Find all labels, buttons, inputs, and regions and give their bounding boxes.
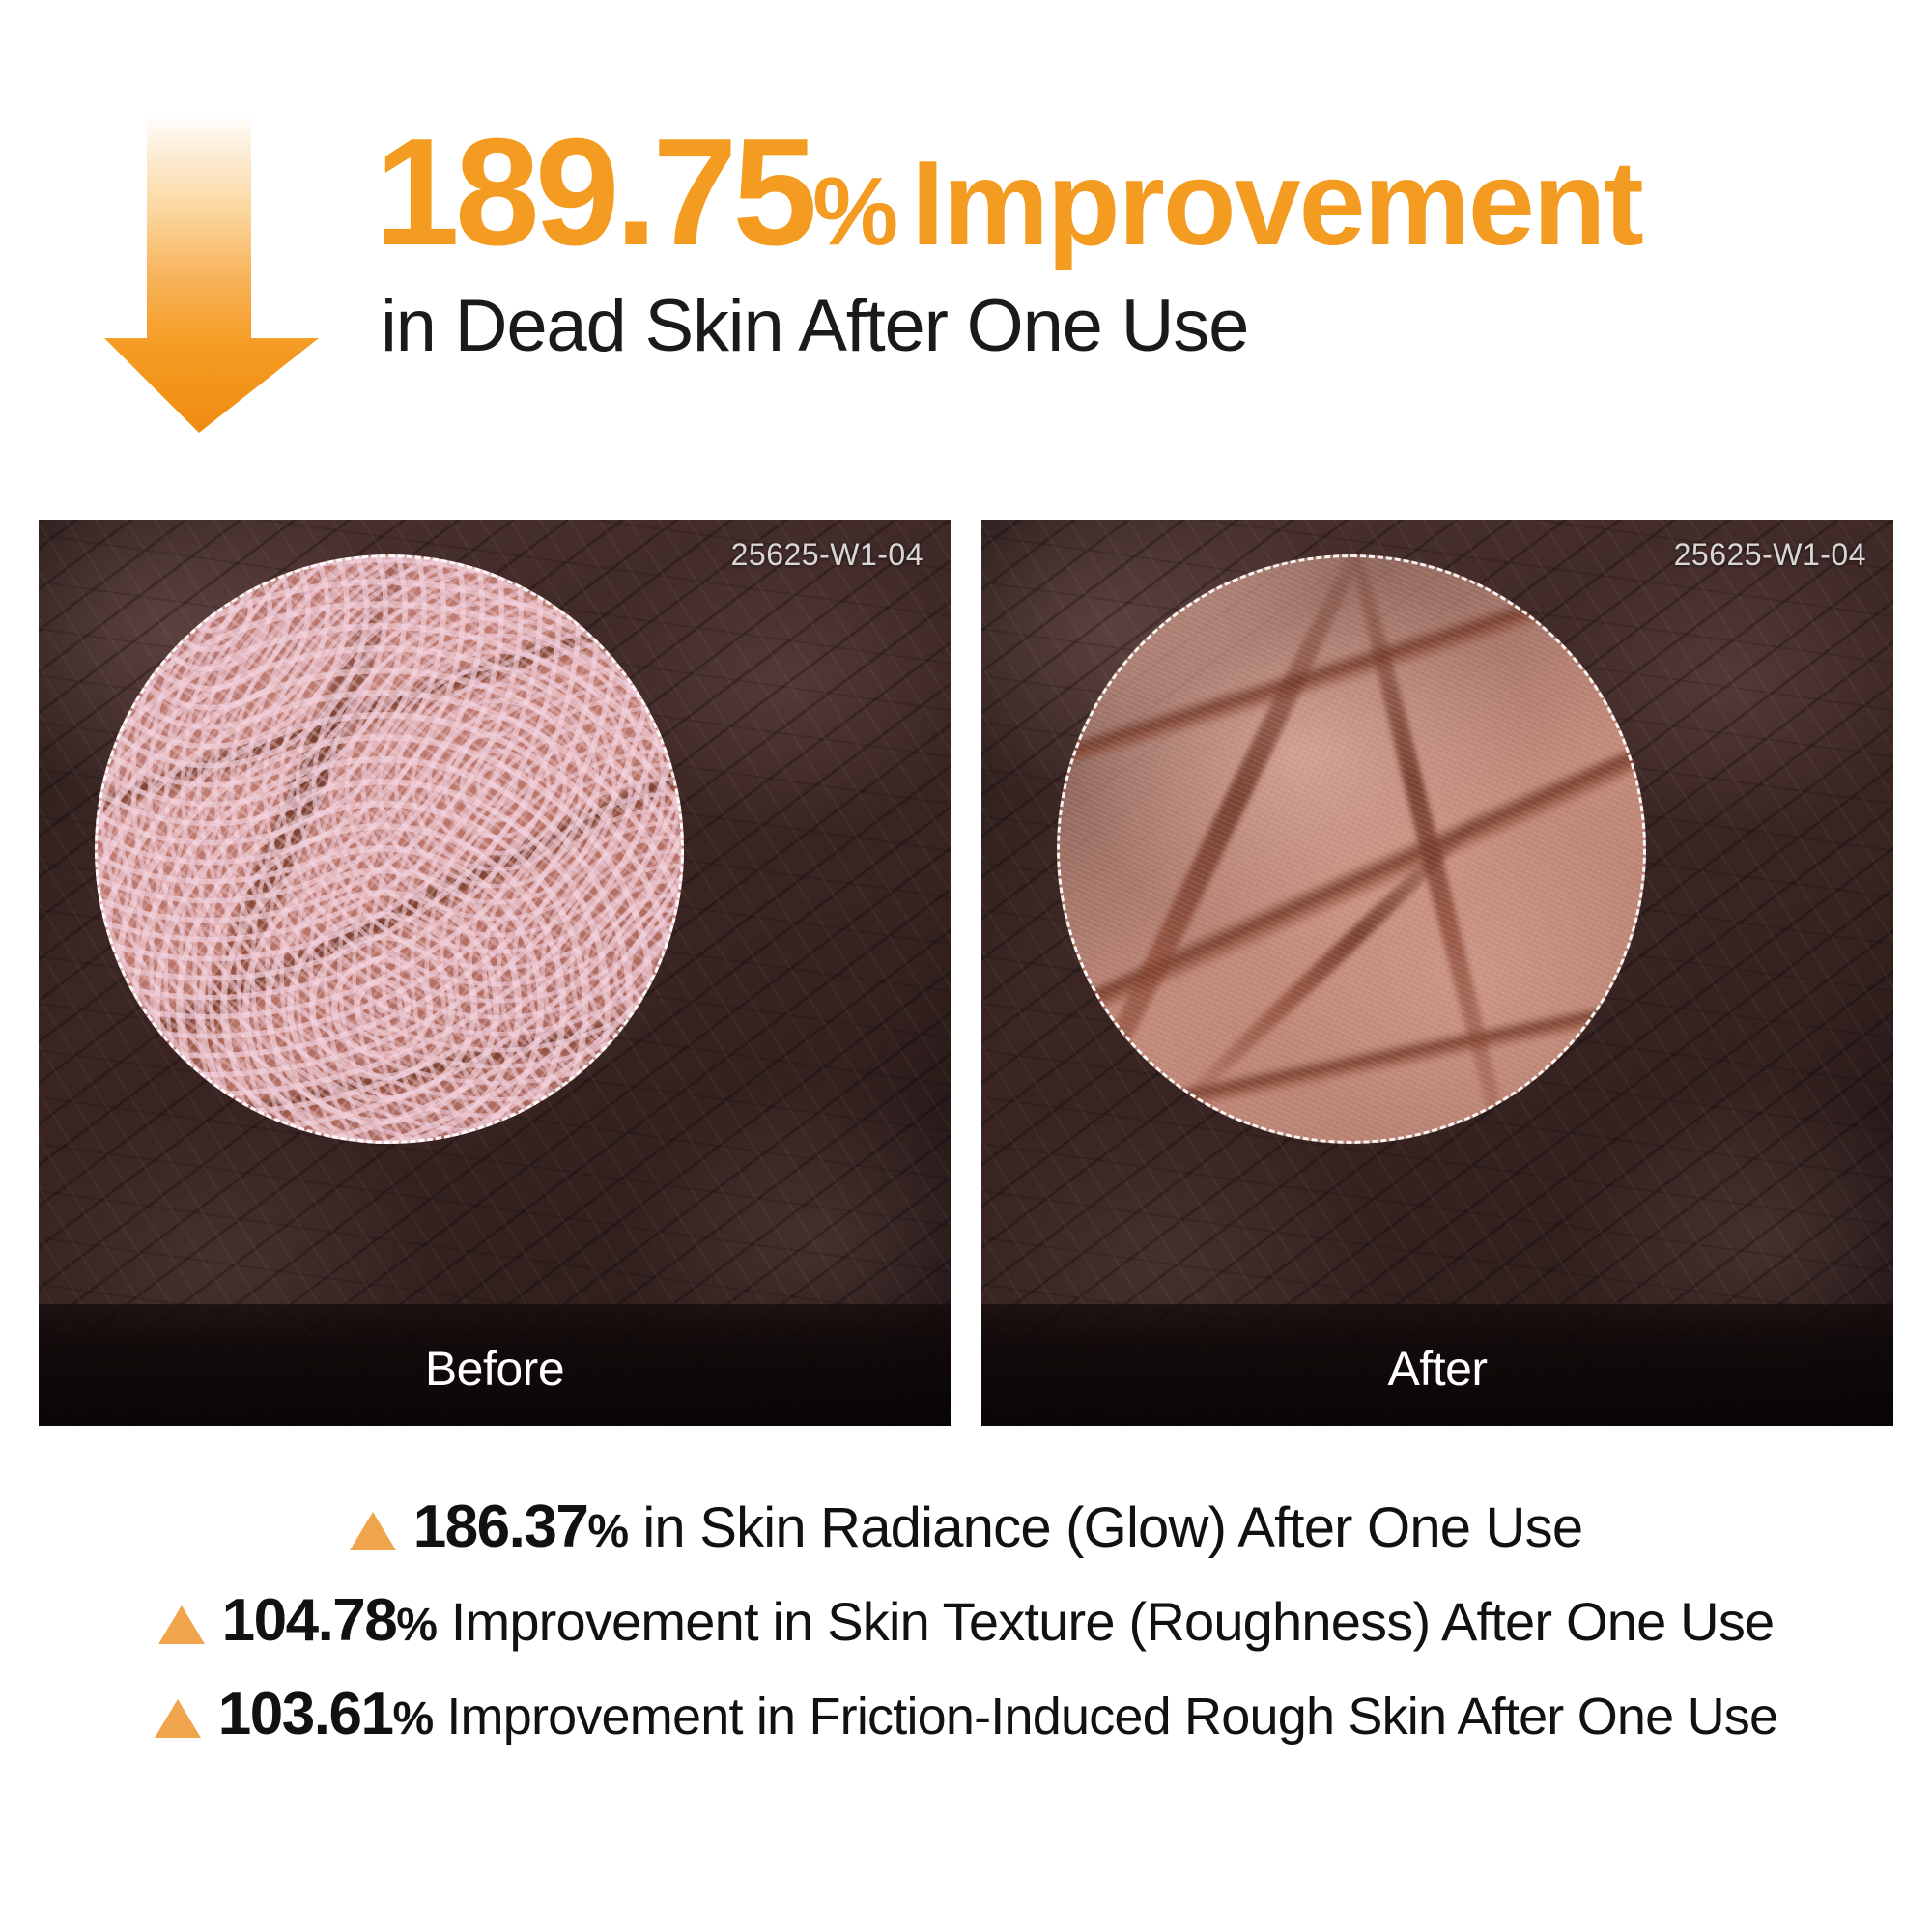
header-section: 189.75% Improvement in Dead Skin After On… xyxy=(0,0,1932,483)
stat-row: 104.78% Improvement in Skin Texture (Rou… xyxy=(0,1586,1932,1655)
stat-percent-sign: % xyxy=(392,1693,434,1745)
after-magnified-region xyxy=(1057,554,1646,1144)
stat-row: 103.61% Improvement in Friction-Induced … xyxy=(0,1680,1932,1748)
after-caption-band xyxy=(981,1304,1893,1426)
before-after-comparison: 25625-W1-04 Before 25625-W1-04 After xyxy=(39,520,1893,1426)
headline-percent-sign: % xyxy=(812,157,898,266)
stat-text: Improvement in Friction-Induced Rough Sk… xyxy=(433,1688,1778,1746)
before-caption-band xyxy=(39,1304,951,1426)
triangle-up-icon xyxy=(154,1699,201,1738)
headline-improvement-word: Improvement xyxy=(911,137,1644,270)
after-panel: 25625-W1-04 After xyxy=(981,520,1893,1426)
stat-text: in Skin Radiance (Glow) After One Use xyxy=(628,1496,1583,1559)
stat-number: 103.61 xyxy=(217,1681,394,1747)
before-sample-id: 25625-W1-04 xyxy=(730,537,923,572)
stat-number: 186.37 xyxy=(412,1493,589,1560)
stat-percent-sign: % xyxy=(587,1506,629,1557)
before-caption-label: Before xyxy=(424,1342,565,1396)
before-magnified-region xyxy=(95,554,684,1144)
stats-list: 186.37% in Skin Radiance (Glow) After On… xyxy=(0,1492,1932,1774)
stat-row: 186.37% in Skin Radiance (Glow) After On… xyxy=(0,1492,1932,1561)
headline-subtitle: in Dead Skin After One Use xyxy=(381,285,1249,367)
triangle-up-icon xyxy=(349,1512,396,1550)
triangle-up-icon xyxy=(157,1605,205,1644)
down-arrow-icon xyxy=(104,114,319,433)
stat-text: Improvement in Skin Texture (Roughness) … xyxy=(436,1591,1775,1652)
stat-number: 104.78 xyxy=(221,1587,398,1654)
after-sample-id: 25625-W1-04 xyxy=(1673,537,1866,572)
headline-percent-value: 189.75 xyxy=(375,107,817,277)
before-panel: 25625-W1-04 Before xyxy=(39,520,951,1426)
headline-block: 189.75% Improvement in Dead Skin After On… xyxy=(375,116,1920,368)
after-caption-label: After xyxy=(1387,1342,1488,1396)
headline-main: 189.75% Improvement xyxy=(375,116,1920,269)
stat-percent-sign: % xyxy=(396,1600,438,1651)
